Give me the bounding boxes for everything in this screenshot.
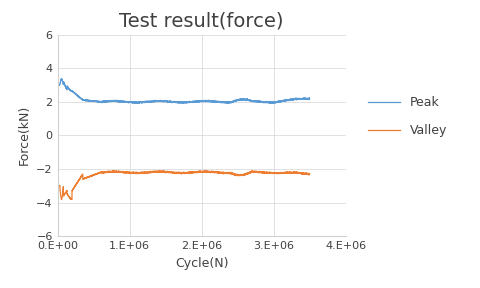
Peak [55,83,60,87]
Legend: Peak, Valley: Peak, Valley [363,91,452,142]
Peak [59,77,64,80]
Valley [59,198,64,201]
Peak [288,98,293,101]
Peak [146,100,152,104]
Line: Peak: Peak [58,79,310,103]
Line: Valley: Valley [58,171,310,200]
Valley [108,170,113,173]
Valley [288,171,293,174]
Valley [55,184,60,187]
Title: Test result(force): Test result(force) [120,11,284,30]
Valley [307,173,312,176]
Peak [204,99,210,103]
Peak [108,100,113,103]
Valley [174,171,180,175]
Peak [307,97,312,101]
Valley [146,170,152,174]
Peak [224,102,230,105]
Valley [204,170,210,173]
Peak [215,100,221,103]
Y-axis label: Force(kN): Force(kN) [18,105,31,166]
Valley [249,169,255,173]
Valley [215,172,221,175]
Peak [174,100,180,104]
X-axis label: Cycle(N): Cycle(N) [175,257,228,270]
